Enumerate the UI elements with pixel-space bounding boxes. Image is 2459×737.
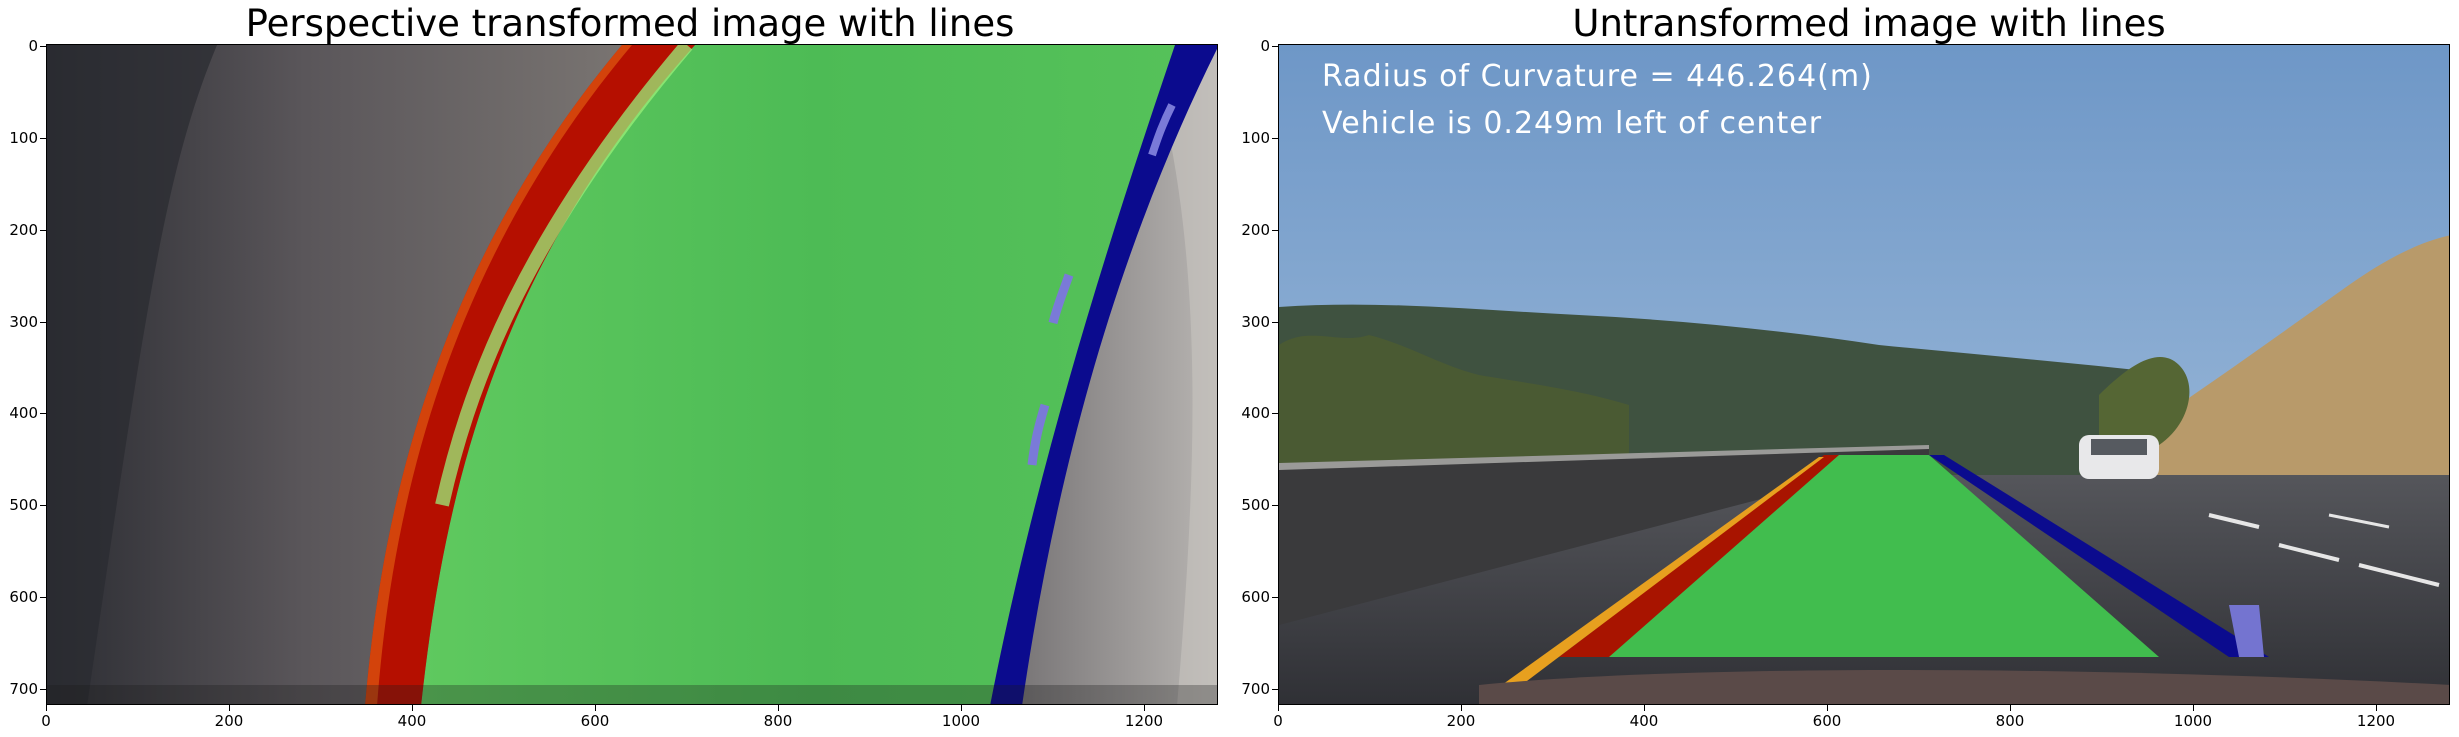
x-tick-label: 200 [214, 712, 244, 730]
right-panel: Untransformed image with lines [1229, 0, 2459, 737]
left-panel-title: Perspective transformed image with lines [245, 2, 1015, 45]
y-tick-label: 100 [1241, 129, 1270, 147]
road-image [1279, 45, 2449, 704]
x-tick-label: 0 [1273, 712, 1283, 730]
y-tick-label: 0 [1260, 37, 1270, 55]
radius-of-curvature-text: Radius of Curvature = 446.264(m) [1322, 59, 1873, 94]
x-tick-label: 400 [397, 712, 427, 730]
x-tick-label: 1200 [2356, 712, 2396, 730]
left-panel: Perspective transformed image with lines [0, 0, 1229, 737]
y-tick-label: 700 [9, 680, 38, 698]
x-tick-label: 800 [763, 712, 793, 730]
right-panel-title: Untransformed image with lines [1572, 2, 2166, 45]
x-tick-label: 800 [1995, 712, 2025, 730]
x-tick-label: 600 [580, 712, 610, 730]
y-tick-label: 600 [1241, 588, 1270, 606]
x-tick-label: 0 [41, 712, 51, 730]
x-tick-label: 1000 [2173, 712, 2213, 730]
y-tick-label: 500 [9, 496, 38, 514]
y-tick-label: 0 [28, 37, 38, 55]
y-tick-label: 600 [9, 588, 38, 606]
y-tick-label: 400 [9, 404, 38, 422]
y-tick-label: 700 [1241, 680, 1270, 698]
x-tick-label: 600 [1812, 712, 1842, 730]
vehicle-offset-text: Vehicle is 0.249m left of center [1322, 106, 1823, 141]
right-image-axes: Radius of Curvature = 446.264(m) Vehicle… [1278, 44, 2450, 705]
x-tick-label: 400 [1629, 712, 1659, 730]
x-tick-label: 200 [1446, 712, 1476, 730]
x-tick-label: 1000 [941, 712, 981, 730]
left-image-axes [46, 44, 1218, 705]
y-tick-label: 300 [1241, 313, 1270, 331]
x-tick-label: 1200 [1124, 712, 1164, 730]
y-tick-label: 200 [9, 221, 38, 239]
y-tick-label: 400 [1241, 404, 1270, 422]
perspective-image [47, 45, 1217, 704]
y-tick-label: 200 [1241, 221, 1270, 239]
y-tick-label: 300 [9, 313, 38, 331]
y-tick-label: 500 [1241, 496, 1270, 514]
y-tick-label: 100 [9, 129, 38, 147]
